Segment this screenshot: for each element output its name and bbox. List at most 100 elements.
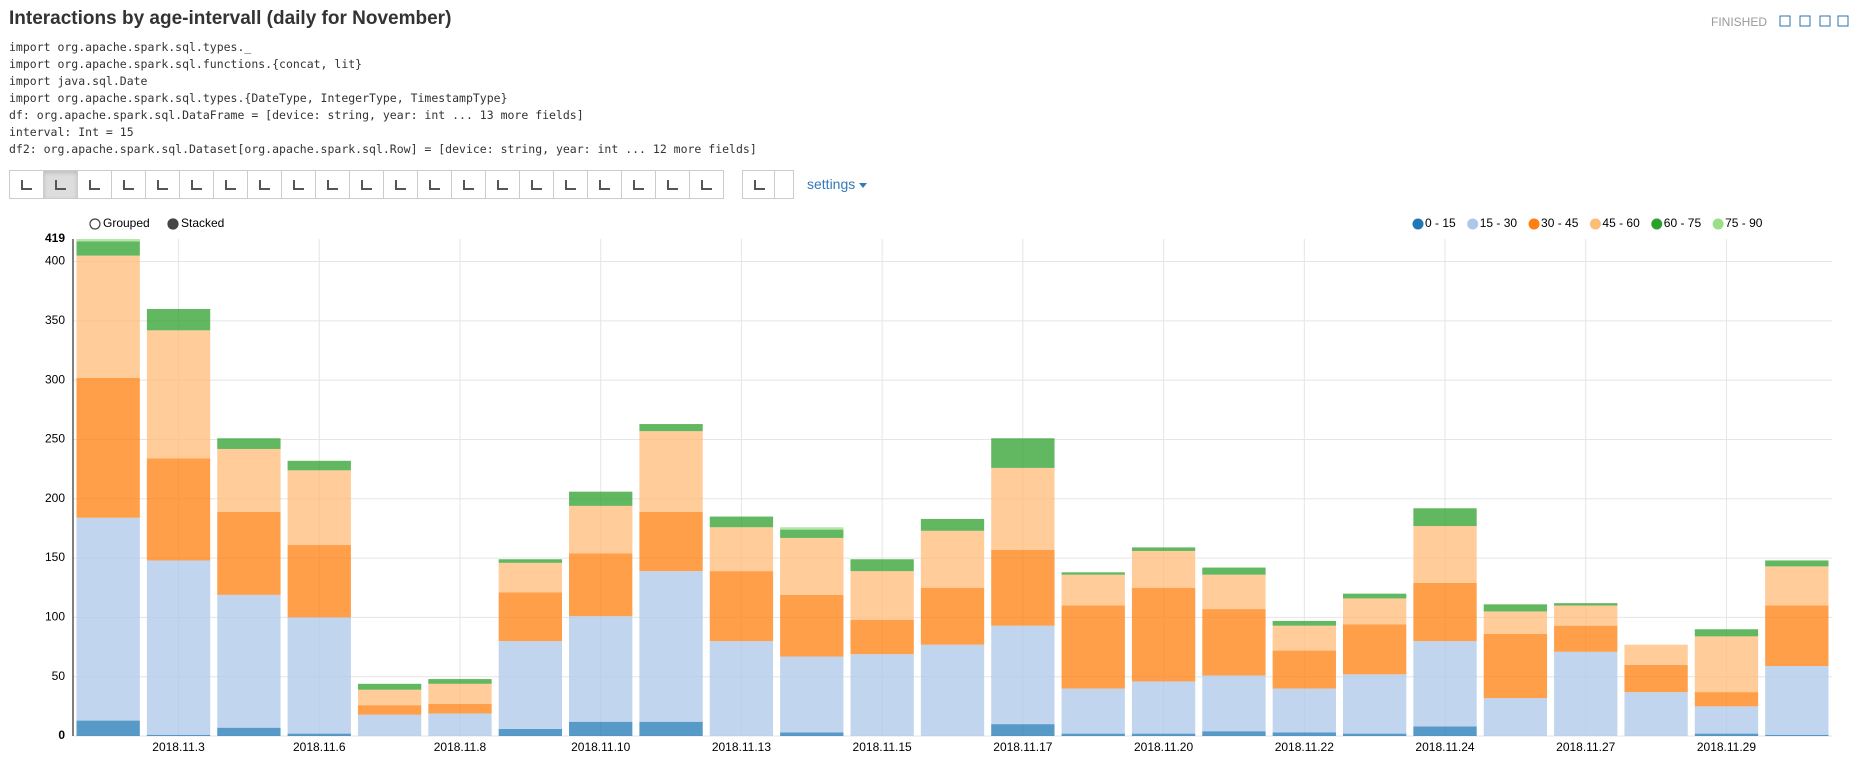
bar-segment	[920, 587, 985, 645]
legend-symbol[interactable]	[1467, 218, 1479, 230]
bar-segment	[1765, 734, 1829, 736]
y-tick-label: 250	[45, 432, 65, 446]
bar-segment	[1131, 733, 1196, 736]
chart-type-button[interactable]	[9, 170, 44, 199]
radio-label[interactable]: Grouped	[103, 216, 150, 230]
chart-type-button[interactable]	[553, 170, 588, 199]
bar-segment	[428, 703, 492, 714]
settings-button[interactable]: settings	[807, 176, 867, 192]
chart-type-button[interactable]	[77, 170, 112, 199]
chart-type-button[interactable]	[145, 170, 180, 199]
legend-symbol[interactable]	[1589, 218, 1601, 230]
output-line: interval: Int = 15	[9, 125, 134, 139]
bar-segment	[1413, 508, 1477, 527]
bar-segment	[1483, 633, 1548, 699]
chart-type-button[interactable]	[179, 170, 214, 199]
x-tick-label: 2018.11.24	[1415, 740, 1474, 754]
bar-segment	[146, 560, 211, 735]
output-line: df: org.apache.spark.sql.DataFrame = [de…	[9, 108, 584, 122]
output-line: df2: org.apache.spark.sql.Dataset[org.ap…	[9, 142, 757, 156]
chart-type-button[interactable]	[417, 170, 452, 199]
bar-segment	[1413, 726, 1477, 736]
bar-segment	[1694, 629, 1759, 637]
bar-segment	[287, 470, 351, 546]
download-button[interactable]	[742, 170, 775, 199]
legend-label[interactable]: 15 - 30	[1480, 216, 1518, 230]
paragraph-control[interactable]	[1799, 15, 1811, 27]
bar-segment	[1202, 574, 1266, 610]
chart-type-button[interactable]	[315, 170, 350, 199]
y-tick-label: 400	[45, 254, 65, 268]
bar-segment	[428, 679, 492, 684]
paragraph-control[interactable]	[1837, 15, 1849, 27]
bar-segment	[498, 592, 563, 642]
chart-type-button[interactable]	[349, 170, 384, 199]
bar-segment	[639, 571, 703, 722]
legend-label[interactable]: 0 - 15	[1425, 216, 1456, 230]
radio-label[interactable]: Stacked	[181, 216, 224, 230]
bar-segment	[76, 377, 140, 518]
radio-button[interactable]	[89, 218, 101, 230]
bar-segment	[991, 625, 1055, 725]
y-tick-label: 350	[45, 313, 65, 327]
bar-segment	[1131, 547, 1196, 551]
chart-type-button[interactable]	[213, 170, 248, 199]
bar-segment	[1765, 666, 1829, 735]
chart-type-button[interactable]	[247, 170, 282, 199]
paragraph-control[interactable]	[1779, 15, 1791, 27]
bar-segment	[1342, 674, 1407, 734]
chart-type-button[interactable]	[485, 170, 520, 199]
paragraph-control[interactable]	[1819, 15, 1831, 27]
legend-symbol[interactable]	[1412, 218, 1424, 230]
legend-label[interactable]: 75 - 90	[1725, 216, 1763, 230]
bar-segment	[991, 467, 1055, 550]
chart-type-button[interactable]	[689, 170, 724, 199]
bar-segment	[780, 656, 844, 733]
bar-segment	[1624, 644, 1688, 665]
chart-type-button[interactable]	[621, 170, 656, 199]
y-tick-label: 300	[45, 372, 65, 386]
bar-segment	[1061, 572, 1125, 575]
chart-type-button[interactable]	[587, 170, 622, 199]
legend-label[interactable]: 45 - 60	[1602, 216, 1640, 230]
bar-segment	[357, 683, 422, 690]
bar-segment	[217, 438, 281, 449]
chart-type-button[interactable]	[111, 170, 146, 199]
bar-segment	[1413, 641, 1477, 727]
bar-segment	[1624, 692, 1688, 736]
y-tick-label: 0	[58, 728, 65, 742]
output-line: import org.apache.spark.sql.types._	[9, 40, 252, 54]
bar-segment	[498, 641, 563, 729]
legend-label[interactable]: 30 - 45	[1541, 216, 1579, 230]
chart-type-button[interactable]	[281, 170, 316, 199]
bar-segment	[780, 594, 844, 657]
bar-segment	[850, 654, 914, 736]
download-menu-button[interactable]	[774, 170, 794, 199]
legend-symbol[interactable]	[1651, 218, 1663, 230]
bar-segment	[1624, 664, 1688, 693]
chart-type-button[interactable]	[519, 170, 554, 199]
bar-segment	[1413, 582, 1477, 642]
bar-segment	[146, 308, 211, 331]
bar-segment	[1202, 609, 1266, 676]
legend-symbol[interactable]	[1712, 218, 1724, 230]
bar-segment	[569, 616, 633, 722]
radio-button[interactable]	[167, 218, 179, 230]
bar-segment	[1342, 598, 1407, 625]
chart-type-button[interactable]	[43, 170, 78, 199]
x-tick-label: 2018.11.15	[853, 740, 912, 754]
bar-segment	[146, 734, 211, 736]
legend-label[interactable]: 60 - 75	[1664, 216, 1702, 230]
bar-segment	[217, 448, 281, 512]
x-tick-label: 2018.11.20	[1134, 740, 1193, 754]
chart-type-button[interactable]	[655, 170, 690, 199]
bar-segment	[76, 517, 140, 721]
legend-symbol[interactable]	[1528, 218, 1540, 230]
chart-type-button[interactable]	[383, 170, 418, 199]
bar-segment	[1272, 732, 1336, 736]
bar-segment	[991, 438, 1055, 468]
chart-type-button[interactable]	[451, 170, 486, 199]
y-tick-label: 419	[45, 231, 65, 245]
